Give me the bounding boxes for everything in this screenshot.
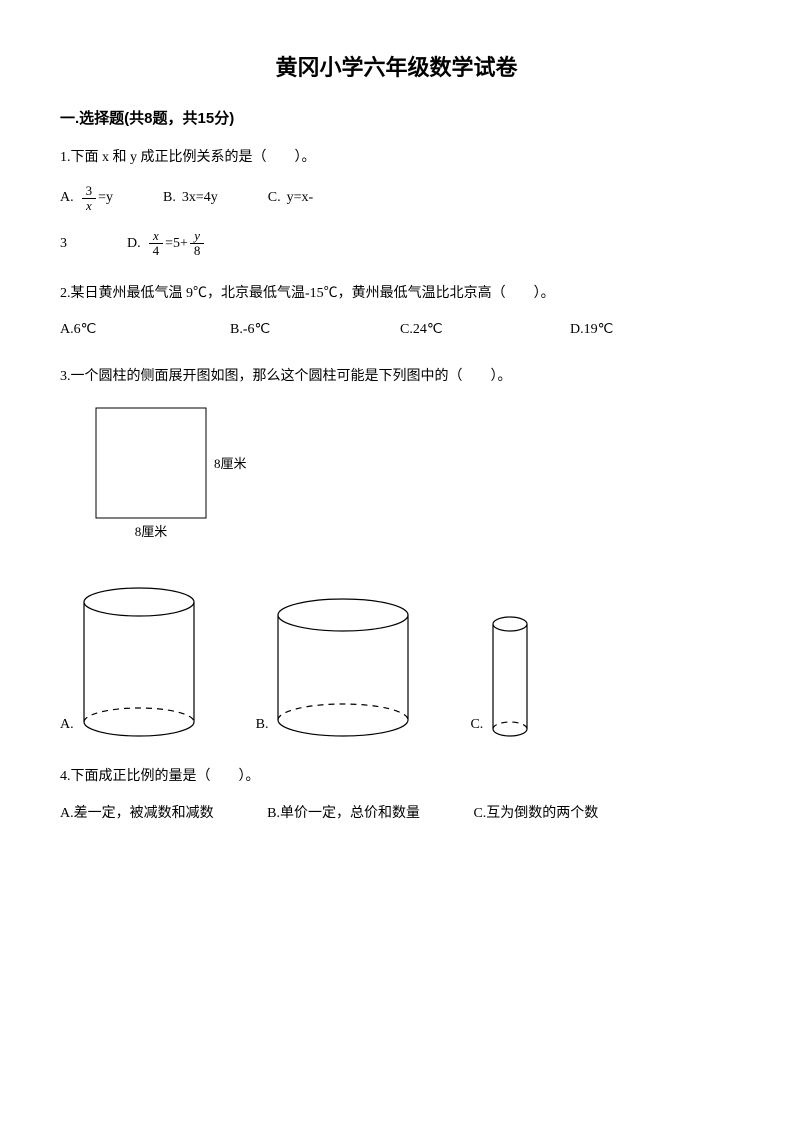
q1-a-tail: =y <box>98 187 113 209</box>
q1-c-text: y=x- <box>287 187 314 209</box>
q1-d-mid: =5+ <box>165 233 188 255</box>
question-1: 1.下面 x 和 y 成正比例关系的是（ ）。 A. 3 x =y B. 3x=… <box>60 147 733 259</box>
svg-text:8厘米: 8厘米 <box>214 456 247 471</box>
q1-a-den: x <box>82 199 96 213</box>
q1-text: 1.下面 x 和 y 成正比例关系的是（ ）。 <box>60 147 733 169</box>
question-4: 4.下面成正比例的量是（ ）。 A.差一定，被减数和减数 B.单价一定，总价和数… <box>60 766 733 825</box>
q2-option-c: C.24℃ <box>400 319 520 341</box>
q1-line2-head: 3 <box>60 233 67 255</box>
q1-d-f1-den: 4 <box>149 244 164 258</box>
svg-text:8厘米: 8厘米 <box>135 524 168 539</box>
q1-d-f1-num: x <box>149 229 163 244</box>
q1-a-label: A. <box>60 187 74 209</box>
cylinder-b-svg <box>276 597 410 738</box>
q2-option-a: A.6℃ <box>60 319 180 341</box>
q3-cyl-b-label: B. <box>256 714 269 738</box>
q1-options-line2: 3 D. x 4 =5+ y 8 <box>60 229 733 259</box>
q2-text: 2.某日黄州最低气温 9℃，北京最低气温-15℃，黄州最低气温比北京高（ ）。 <box>60 283 733 305</box>
page-title: 黄冈小学六年级数学试卷 <box>60 50 733 85</box>
q1-option-d: D. x 4 =5+ y 8 <box>127 229 206 259</box>
q4-option-c: C.互为倒数的两个数 <box>473 806 598 821</box>
q1-c-label: C. <box>268 187 281 209</box>
q3-cyl-c: C. <box>470 615 529 738</box>
q2-option-d: D.19℃ <box>570 319 613 341</box>
q3-cyl-b: B. <box>256 597 411 738</box>
q4-option-a: A.差一定，被减数和减数 <box>60 806 214 821</box>
q1-d-f2-den: 8 <box>190 244 205 258</box>
q1-a-fraction: 3 x <box>82 184 97 214</box>
cylinder-c-svg <box>491 615 529 738</box>
q1-options-line1: A. 3 x =y B. 3x=4y C. y=x- <box>60 184 733 214</box>
cylinder-a-svg <box>82 586 196 738</box>
q1-option-b: B. 3x=4y <box>163 187 218 209</box>
q4-options: A.差一定，被减数和减数 B.单价一定，总价和数量 C.互为倒数的两个数 <box>60 803 733 825</box>
question-2: 2.某日黄州最低气温 9℃，北京最低气温-15℃，黄州最低气温比北京高（ ）。 … <box>60 283 733 342</box>
q1-d-fraction1: x 4 <box>149 229 164 259</box>
square-svg: 8厘米 8厘米 <box>90 402 262 548</box>
q3-text: 3.一个圆柱的侧面展开图如图，那么这个圆柱可能是下列图中的（ ）。 <box>60 366 733 388</box>
q3-square-diagram: 8厘米 8厘米 <box>90 402 733 556</box>
q3-cyl-a: A. <box>60 586 196 738</box>
q4-text: 4.下面成正比例的量是（ ）。 <box>60 766 733 788</box>
q3-cyl-c-label: C. <box>470 714 483 738</box>
q2-option-b: B.-6℃ <box>230 319 350 341</box>
question-3: 3.一个圆柱的侧面展开图如图，那么这个圆柱可能是下列图中的（ ）。 8厘米8厘米… <box>60 366 733 739</box>
q3-cylinder-row: A. B. C. <box>60 586 733 738</box>
section-header: 一.选择题(共8题，共15分) <box>60 107 733 131</box>
q1-d-f2-num: y <box>190 229 204 244</box>
q1-b-label: B. <box>163 187 176 209</box>
q2-options: A.6℃ B.-6℃ C.24℃ D.19℃ <box>60 319 733 341</box>
q4-option-b: B.单价一定，总价和数量 <box>267 806 420 821</box>
q1-d-fraction2: y 8 <box>190 229 205 259</box>
q3-cyl-a-label: A. <box>60 714 74 738</box>
q1-option-c: C. y=x- <box>268 187 313 209</box>
q1-a-num: 3 <box>82 184 97 199</box>
q1-b-text: 3x=4y <box>182 187 218 209</box>
q1-option-a: A. 3 x =y <box>60 184 113 214</box>
q1-d-label: D. <box>127 233 141 255</box>
